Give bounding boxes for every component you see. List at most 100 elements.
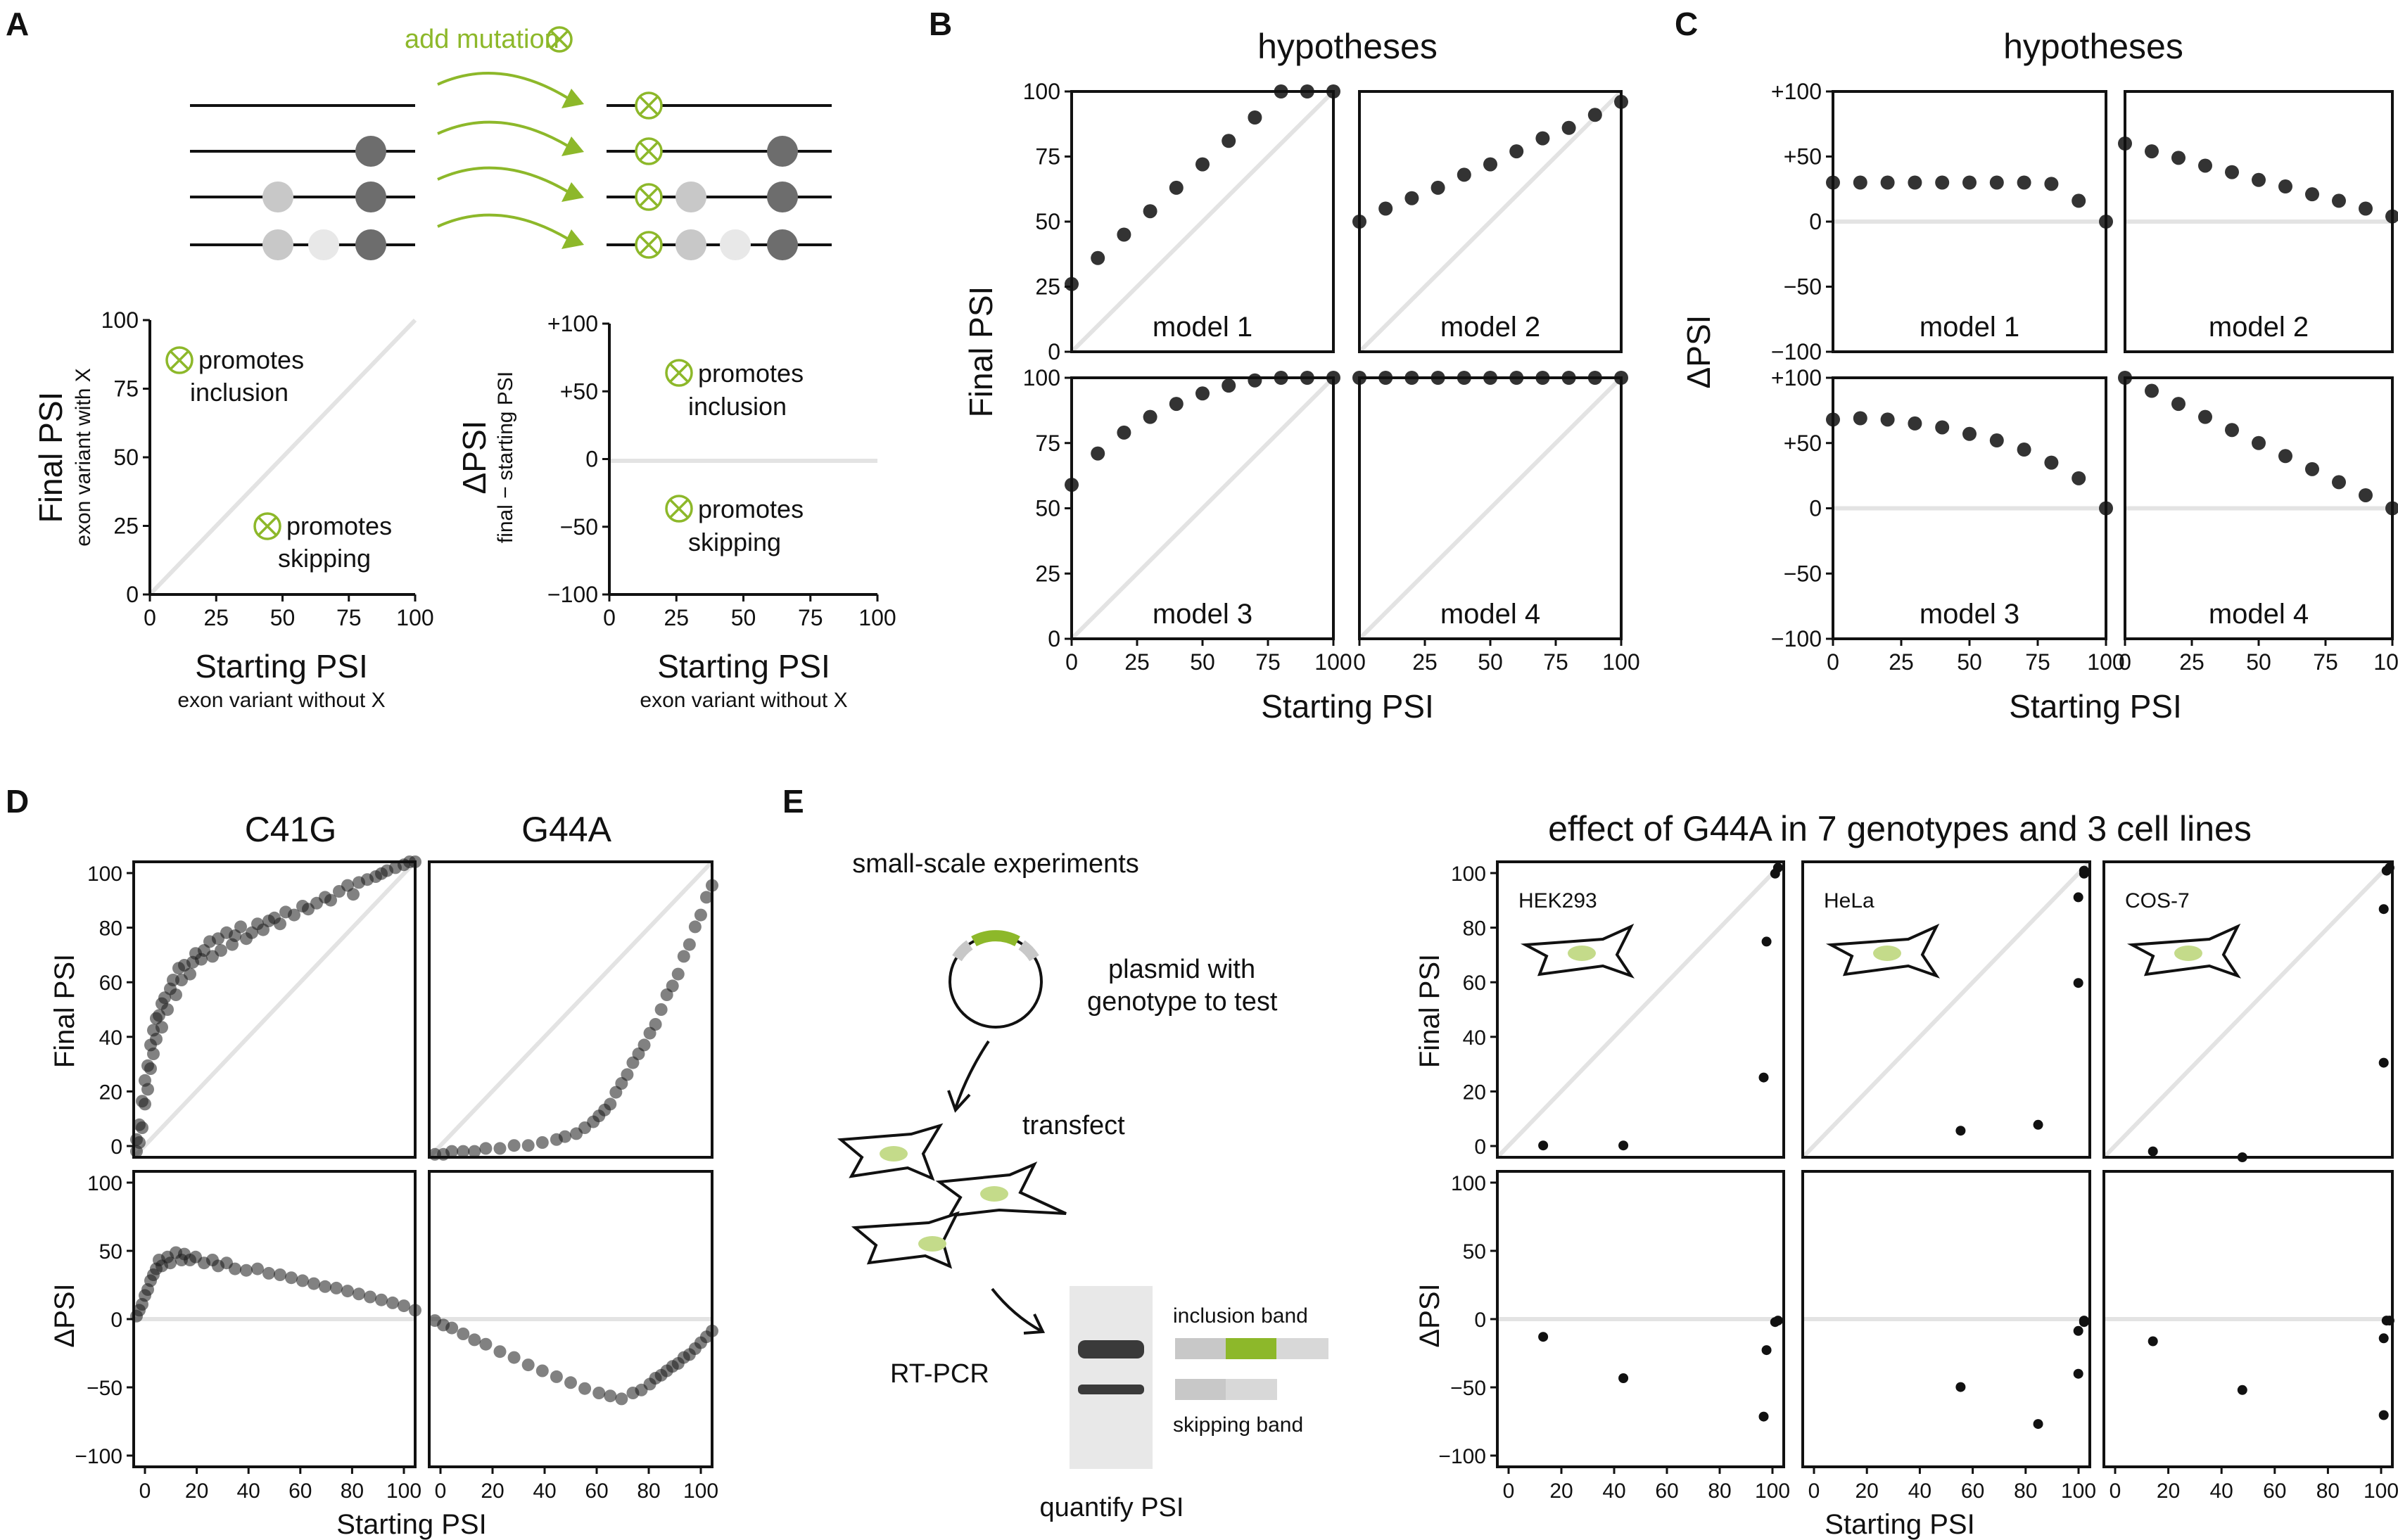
- plot-frame: [1496, 860, 1785, 1159]
- data-point: [139, 1097, 151, 1111]
- y-tick-label: 50: [113, 445, 139, 470]
- x-tick-label: 60: [1961, 1479, 1984, 1503]
- plot-D-C41G-delta: [130, 1170, 421, 1468]
- data-point: [1483, 157, 1497, 172]
- mutation-symbol-legend-icon: [546, 26, 573, 53]
- data-point: [2278, 449, 2292, 464]
- data-point: [578, 1382, 592, 1395]
- data-point: [1955, 1126, 1966, 1136]
- mutation-icon: [635, 91, 663, 120]
- x-tick-label: 80: [2014, 1479, 2037, 1503]
- exon-variant-schematic: add mutation: [190, 25, 832, 260]
- a-left-ylabel: Final PSI: [32, 392, 69, 523]
- data-point: [386, 1296, 399, 1309]
- promotes-skipping-icon: [253, 512, 281, 540]
- y-tick-label: 60: [1463, 972, 1486, 995]
- data-point: [564, 1376, 577, 1389]
- x-tick-label: 80: [637, 1479, 660, 1503]
- y-tick-label: 80: [1463, 917, 1486, 941]
- x-tick-label: 50: [731, 605, 756, 630]
- data-point: [2305, 462, 2319, 476]
- data-point: [2225, 165, 2239, 179]
- x-tick-label: 60: [288, 1479, 312, 1503]
- data-point: [671, 967, 685, 981]
- panel-label-c: C: [1675, 6, 1698, 42]
- a-right-ysub: final − starting PSI: [494, 371, 517, 543]
- data-point: [2073, 1325, 2083, 1336]
- plot-E-HEK293-delta: [1496, 1170, 1785, 1468]
- data-point: [550, 1370, 563, 1383]
- data-point: [398, 1299, 410, 1313]
- x-tick-label: 20: [1855, 1479, 1879, 1503]
- data-point: [2072, 471, 2086, 485]
- data-point: [161, 1003, 174, 1016]
- panel-b-xlabel: Starting PSI: [1261, 688, 1433, 725]
- plot-D-C41G-final: [130, 855, 421, 1159]
- y-tick-label: 0: [110, 1135, 122, 1159]
- data-point: [1853, 175, 1867, 190]
- x-tick-label: 50: [1957, 649, 1982, 675]
- data-point: [1404, 191, 1419, 205]
- mutation-icon: [635, 137, 663, 165]
- y-tick-label: 100: [101, 307, 139, 333]
- a-left-inclusion-1: promotes: [198, 345, 304, 374]
- y-tick-label: −100: [1771, 339, 1822, 364]
- data-point: [2073, 978, 2083, 988]
- plot-frame: [1358, 90, 1623, 353]
- mutation-cross: [639, 235, 659, 255]
- data-point: [2033, 1419, 2043, 1430]
- data-point: [535, 1136, 549, 1149]
- plot-C-model-4: model 4: [2118, 371, 2398, 640]
- diagonal-line: [1357, 89, 1623, 354]
- x-tick-label: 60: [1655, 1479, 1678, 1503]
- y-tick-label: 50: [99, 1240, 122, 1264]
- plot-D-G44A-delta: [428, 1170, 718, 1468]
- plot-B-model-2: model 2: [1352, 89, 1628, 354]
- data-point: [1535, 131, 1550, 146]
- data-point: [2198, 409, 2212, 424]
- x-tick-label: 80: [2316, 1479, 2340, 1503]
- a-right-xsub: exon variant without X: [640, 689, 847, 712]
- data-point: [1091, 446, 1105, 461]
- a-right-skipping-1: promotes: [698, 495, 804, 523]
- inclusion-band-label: inclusion band: [1173, 1304, 1308, 1328]
- data-point: [677, 950, 690, 963]
- data-point: [2072, 193, 2086, 208]
- mutation-icon: [635, 231, 663, 259]
- y-tick-label: 50: [1463, 1240, 1486, 1264]
- x-tick-label: 100: [858, 605, 896, 630]
- y-tick-label: 40: [1463, 1026, 1486, 1050]
- x-tick-label: 50: [270, 605, 296, 630]
- variant-lines-after: [607, 104, 832, 246]
- data-point: [2237, 1385, 2247, 1395]
- data-point: [1538, 1140, 1549, 1151]
- data-point: [2079, 865, 2089, 876]
- x-tick-label: 0: [2110, 1479, 2121, 1503]
- data-point: [375, 1293, 388, 1306]
- a-left-skipping-2: skipping: [278, 544, 371, 573]
- x-tick-label: 60: [2263, 1479, 2286, 1503]
- cell-nucleus: [2174, 946, 2202, 961]
- panel-label-e: E: [782, 783, 804, 820]
- x-tick-label: 50: [1190, 649, 1215, 675]
- data-point: [1880, 175, 1895, 190]
- data-point: [1853, 411, 1867, 426]
- x-tick-label: 25: [203, 605, 229, 630]
- y-tick-label: −100: [1438, 1445, 1486, 1468]
- a-right-inclusion-2: inclusion: [688, 392, 787, 421]
- data-point: [2148, 1336, 2158, 1347]
- promotes-inclusion-icon: [665, 359, 693, 387]
- x-tick-label: 0: [603, 605, 616, 630]
- a-right-ylabel: ΔPSI: [456, 421, 493, 495]
- y-tick-label: −100: [547, 582, 598, 607]
- y-tick-label: 100: [87, 1172, 122, 1195]
- data-point: [1169, 397, 1184, 412]
- x-tick-label: 0: [1503, 1479, 1515, 1503]
- y-tick-label: 80: [99, 917, 122, 941]
- panel-d-xlabel: Starting PSI: [336, 1509, 486, 1540]
- y-tick-label: −100: [75, 1445, 122, 1468]
- x-tick-label: 0: [144, 605, 156, 630]
- x-tick-label: 50: [2246, 649, 2271, 675]
- y-tick-label: 0: [585, 447, 598, 472]
- plot-frame: [428, 860, 713, 1159]
